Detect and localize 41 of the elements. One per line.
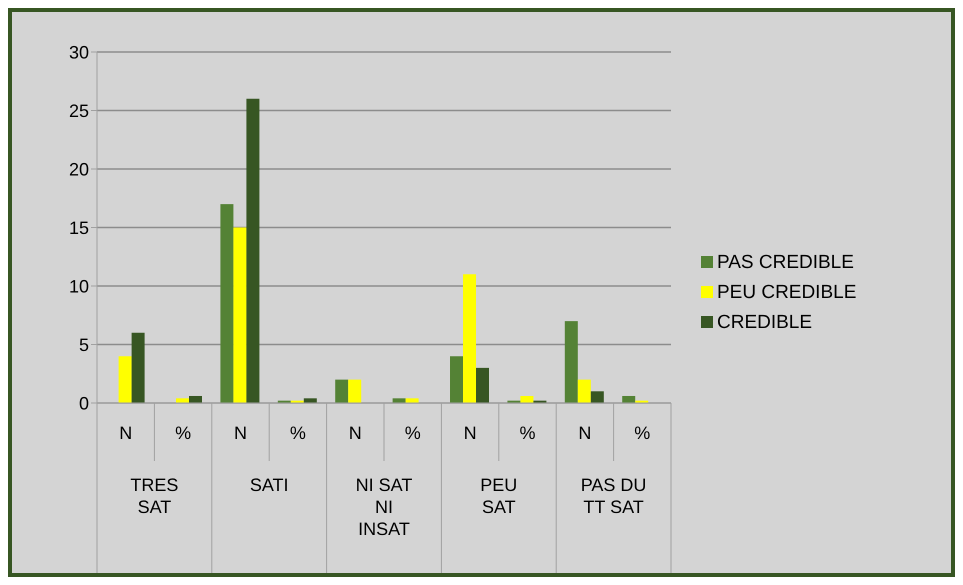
y-tick-label: 10 (68, 276, 89, 296)
bar (335, 380, 348, 403)
bar (476, 368, 490, 403)
bar (348, 380, 362, 403)
bar (578, 380, 591, 403)
bar (132, 332, 145, 403)
y-tick-label: 20 (68, 159, 89, 180)
x-tick-label: N (119, 423, 132, 443)
bar (189, 396, 202, 403)
x-tick-label: % (519, 423, 536, 443)
bar (246, 98, 260, 403)
bar (520, 396, 534, 403)
x-tick-label: % (634, 423, 650, 443)
x-tick-label: % (404, 423, 421, 443)
x-tick-label: N (464, 423, 477, 443)
text: PEU SAT (480, 475, 518, 517)
bar (233, 228, 246, 403)
legend-label: CREDIBLE (717, 312, 812, 332)
x-tick-label: % (175, 423, 192, 443)
bar (590, 391, 604, 403)
y-tick-label: 5 (78, 334, 89, 355)
text: SATI (250, 475, 289, 495)
y-tick-label: 15 (68, 218, 89, 238)
x-tick-label: N (234, 423, 247, 443)
bar (622, 396, 636, 403)
bar (220, 204, 234, 403)
text: PAS DU TT SAT (580, 475, 646, 517)
legend-label: PEU CREDIBLE (717, 282, 856, 302)
bar (564, 321, 578, 403)
x-tick-label: N (348, 423, 362, 443)
y-tick-label: 0 (78, 393, 89, 414)
text: NI SAT NI INSAT (356, 475, 412, 539)
y-tick-label: 30 (68, 42, 89, 62)
y-tick-label: 25 (68, 100, 89, 121)
x-tick-label: % (290, 423, 306, 443)
bar (450, 356, 464, 403)
bar (463, 274, 476, 403)
legend-label: PAS CREDIBLE (717, 252, 854, 272)
x-tick-label: N (578, 423, 592, 443)
text: TRES SAT (130, 475, 178, 517)
bar (118, 356, 132, 403)
